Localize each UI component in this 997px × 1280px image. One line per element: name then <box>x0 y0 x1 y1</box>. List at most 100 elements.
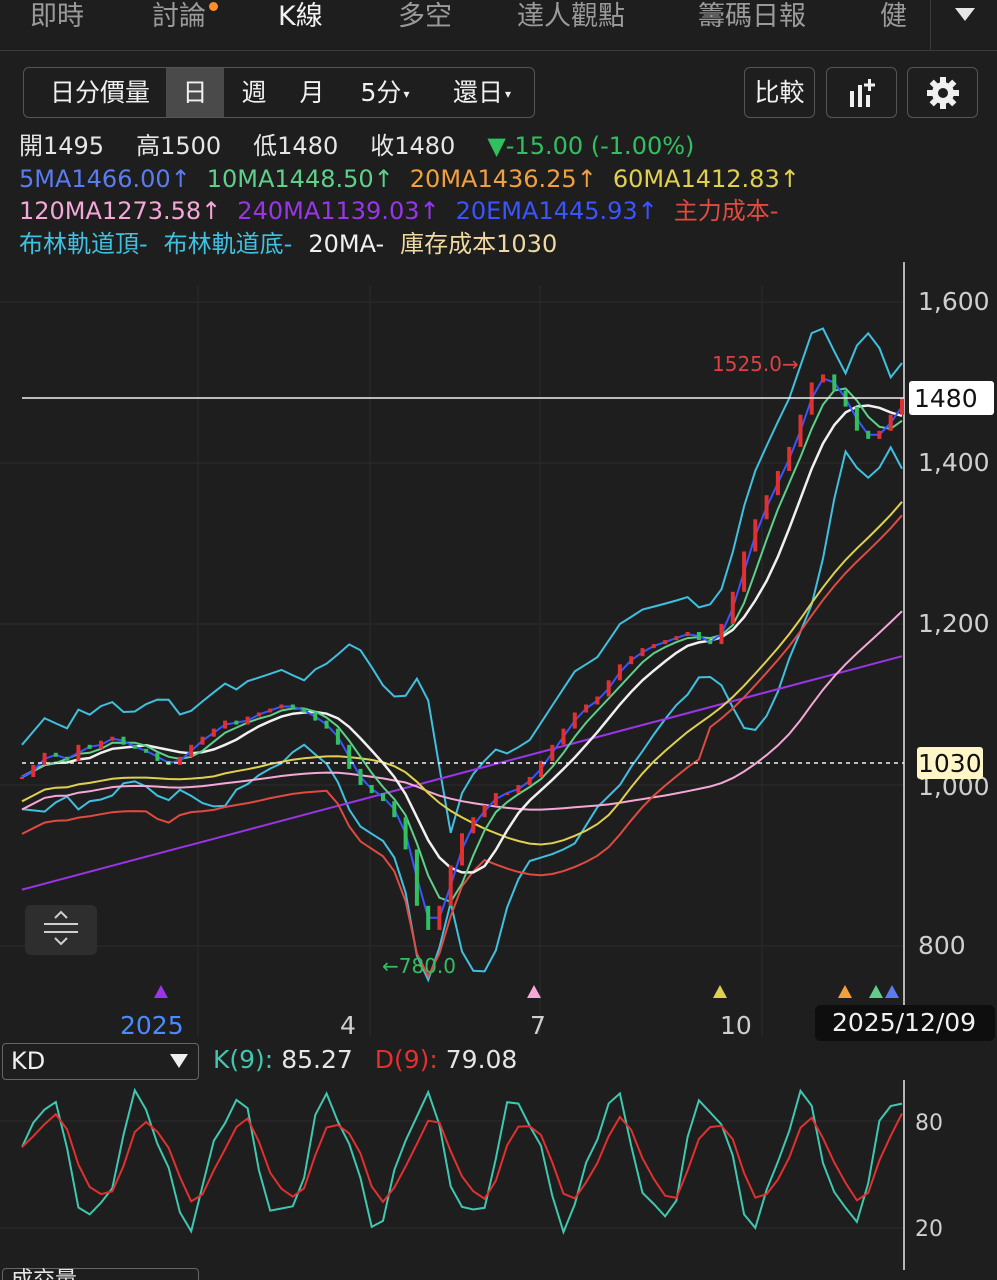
event-marker[interactable] <box>869 985 883 998</box>
candle <box>572 712 577 729</box>
compare-button[interactable]: 比較 <box>744 67 815 118</box>
candle <box>888 414 893 431</box>
candle <box>53 752 58 757</box>
boll-upper-line <box>21 327 903 834</box>
ma60-label[interactable]: 60MA1412.83↑ <box>612 165 800 193</box>
event-marker[interactable] <box>527 985 541 998</box>
ema20-label[interactable]: 20EMA1445.93↑ <box>455 197 658 225</box>
volume-selector[interactable]: 成交量 <box>2 1268 199 1280</box>
candle <box>381 793 385 802</box>
candle <box>775 471 780 496</box>
main-cost-label[interactable]: 主力成本- <box>673 197 779 225</box>
candle <box>821 374 825 383</box>
candle <box>505 793 510 795</box>
ma5-label[interactable]: 5MA1466.00↑ <box>19 165 191 193</box>
boll-top-label[interactable]: 布林軌道頂- <box>19 230 148 258</box>
ma10-label[interactable]: 10MA1448.50↑ <box>206 165 394 193</box>
ohlc-row: 開1495 高1500 低1480 收1480 ▼-15.00 (-1.00%) <box>19 131 710 161</box>
candle <box>177 756 182 765</box>
candle <box>584 704 589 713</box>
event-marker[interactable] <box>885 985 899 998</box>
add-indicator-button[interactable] <box>826 67 897 118</box>
current-price-tag: 1480 <box>914 384 978 413</box>
high-number: 1500 <box>160 132 222 160</box>
candle <box>685 632 690 636</box>
close-label: 收 <box>370 132 395 160</box>
tab-long-short[interactable]: 多空 <box>398 1 452 32</box>
candle <box>617 664 622 681</box>
candle <box>482 805 487 818</box>
boll-bottom-label[interactable]: 布林軌道底- <box>163 230 293 258</box>
tabs-more-button[interactable] <box>930 0 997 50</box>
candle <box>403 817 408 850</box>
close-value: 收1480 <box>370 132 471 160</box>
event-marker[interactable] <box>838 985 852 998</box>
candle <box>211 728 216 737</box>
tab-chip-daily[interactable]: 籌碼日報 <box>698 1 806 32</box>
candle <box>651 644 656 649</box>
event-marker[interactable] <box>154 985 168 998</box>
kd-chart[interactable]: 80 20 <box>0 1080 997 1270</box>
candle <box>663 640 668 645</box>
indicator-row-3: 布林軌道頂- 布林軌道底- 20MA- 庫存成本1030 <box>19 229 573 259</box>
caret-down-icon: ▾ <box>403 86 410 101</box>
candle <box>200 736 205 745</box>
candle <box>324 720 329 729</box>
ma120-line <box>21 610 903 811</box>
ma20-label[interactable]: 20MA1436.25↑ <box>409 165 597 193</box>
period-week[interactable]: 週 <box>241 78 267 107</box>
low-label: 低 <box>253 132 278 160</box>
candle <box>516 785 521 793</box>
main-cost-line <box>21 514 903 979</box>
candle <box>674 636 679 641</box>
candle <box>42 752 47 765</box>
ma240-label[interactable]: 240MA1139.03↑ <box>237 197 440 225</box>
ma20-line-label[interactable]: 20MA- <box>308 230 385 258</box>
indicator-selector[interactable]: KD <box>2 1043 199 1080</box>
inventory-cost-label[interactable]: 庫存成本1030 <box>400 230 558 258</box>
tab-expert-views[interactable]: 達人觀點 <box>517 1 625 32</box>
low-value: 低1480 <box>253 132 354 160</box>
candle <box>708 640 713 645</box>
candle <box>742 551 747 592</box>
candle <box>256 712 261 717</box>
period-5min[interactable]: 5分 ▾ <box>350 68 420 117</box>
period-intraday[interactable]: 日分價量 <box>49 78 150 107</box>
open-label: 開 <box>19 132 43 160</box>
open-value: 開1495 <box>19 132 120 160</box>
close-number: 1480 <box>394 132 456 160</box>
tab-discussion[interactable]: 討論 <box>152 0 218 34</box>
price-chart[interactable]: 1525.0→ ←780.0 1,600 1,400 1,200 1,000 8… <box>0 258 997 1043</box>
candle <box>753 519 758 552</box>
date-tag: 2025/12/09 <box>832 1008 976 1037</box>
kd-tick: 80 <box>915 1111 943 1136</box>
candle <box>144 748 149 753</box>
candle <box>76 744 81 761</box>
settings-button[interactable] <box>907 67 978 118</box>
caret-down-icon: ▾ <box>504 86 512 101</box>
candle <box>358 768 363 785</box>
indicator-row-1: 5MA1466.00↑ 10MA1448.50↑ 20MA1436.25↑ 60MA1… <box>19 164 816 194</box>
event-marker[interactable] <box>713 985 727 998</box>
period-day[interactable]: 日 <box>166 68 224 117</box>
x-tick: 7 <box>530 1011 546 1040</box>
candle <box>493 793 498 806</box>
y-tick: 800 <box>918 931 966 960</box>
restore-rights-dropdown[interactable]: 還日 ▾ <box>442 68 522 117</box>
candle <box>606 680 611 697</box>
volume-row: 成交量 <box>0 1268 997 1280</box>
tab-kline[interactable]: K線 <box>278 1 323 32</box>
candle <box>189 744 194 757</box>
tab-health[interactable]: 健 <box>880 1 907 32</box>
candle <box>234 720 239 725</box>
candle <box>392 801 397 818</box>
tab-realtime[interactable]: 即時 <box>30 1 84 32</box>
date-tag-bg <box>815 1005 995 1041</box>
candle <box>313 712 318 721</box>
candle <box>832 374 837 391</box>
boll-lower-line <box>21 445 903 983</box>
panel-resize-handle[interactable] <box>25 905 97 955</box>
ma120-label[interactable]: 120MA1273.58↑ <box>19 197 222 225</box>
candle <box>268 708 273 713</box>
period-month[interactable]: 月 <box>299 78 325 107</box>
